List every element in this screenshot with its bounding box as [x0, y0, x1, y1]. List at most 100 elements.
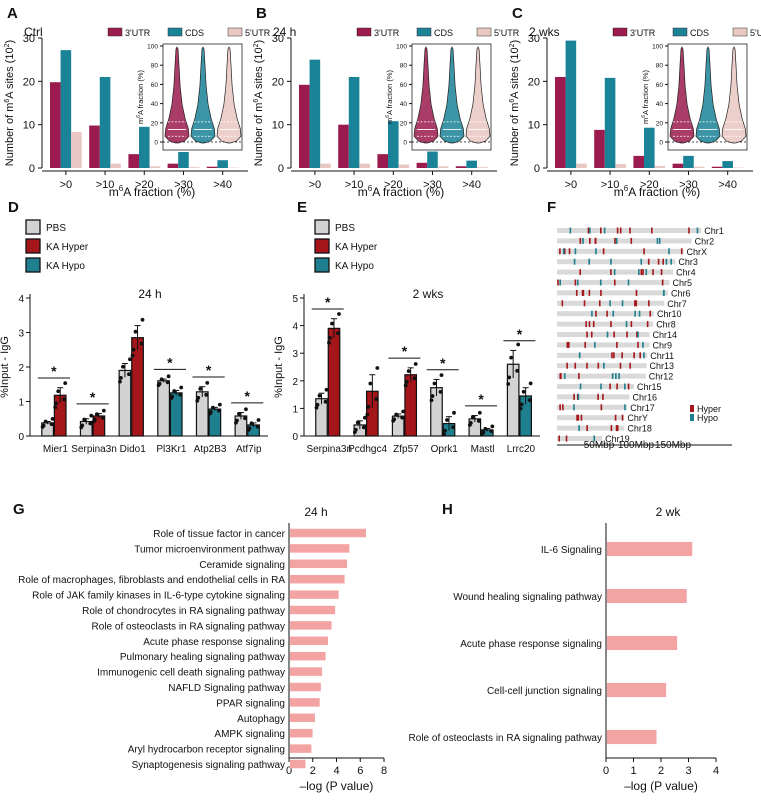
replicate-dot [366, 404, 371, 409]
violin-3UTR [669, 46, 695, 144]
hyper-site-mark [629, 227, 631, 234]
hyper-site-mark [592, 321, 595, 328]
label-part: Number of m [509, 103, 521, 167]
label-superscript: 2 [509, 43, 516, 47]
hyper-site-mark [634, 300, 636, 307]
bar-3UTR-0 [299, 84, 310, 168]
chromosome-label: Chr7 [667, 299, 687, 309]
bar-CDS-0 [60, 50, 72, 169]
bar-CDS-2 [643, 127, 655, 168]
replicate-dot [88, 421, 93, 426]
replicate-dot [509, 355, 514, 360]
inset-y-axis-label: m6A fraction (%) [641, 69, 650, 124]
hypo-site-mark [640, 258, 643, 265]
bar-Serpina3n-KAHyper [327, 327, 341, 437]
pathway-label: NAFLD Signaling pathway [168, 683, 285, 694]
pathway-label: Synaptogenesis signaling pathway [132, 760, 285, 771]
significance-star: * [51, 363, 57, 379]
replicate-dot [394, 412, 399, 417]
replicate-dot [403, 383, 408, 388]
x-tick-label: >40 [718, 179, 737, 191]
hyper-site-mark [614, 237, 616, 244]
replicate-dot [165, 380, 170, 385]
y-tick-label: 2 [292, 377, 298, 388]
hypo-site-mark [574, 248, 577, 255]
hyper-site-mark [651, 227, 653, 234]
replicate-dot [216, 408, 221, 413]
replicate-dot [324, 387, 329, 392]
replicate-dot [361, 425, 366, 430]
y-tick-label: 30 [272, 33, 284, 45]
hyper-site-mark [557, 279, 559, 286]
replicate-dot [328, 336, 332, 340]
chromosome-bar-Chr18 [557, 425, 625, 431]
replicate-dot [157, 381, 162, 386]
hypo-site-mark [595, 248, 597, 255]
hyper-site-mark [576, 414, 578, 421]
label-part: ) [253, 40, 265, 44]
hypo-site-mark [624, 404, 626, 411]
bar-CDS-1 [604, 77, 616, 168]
replicate-dot [170, 394, 175, 399]
legend-label: KA Hypo [335, 261, 374, 272]
replicate-dot [179, 385, 184, 390]
bar-5UTR-3 [693, 166, 705, 168]
label-part: m [641, 118, 650, 124]
hypo-site-mark [562, 248, 565, 255]
replicate-dot [406, 369, 411, 374]
pathway-bar-1 [290, 544, 350, 553]
x-tick-label: Lrrc20 [507, 444, 536, 455]
label-part: m [614, 185, 624, 199]
replicate-dot [119, 376, 123, 380]
bar-5UTR-4 [476, 167, 488, 168]
pathway-label: Immunogenic cell death signaling pathway [97, 668, 285, 679]
inset-y-tick-label: 60 [151, 82, 159, 89]
legend-swatch [356, 27, 372, 37]
replicate-dot [452, 410, 456, 415]
hypo-site-mark [618, 373, 620, 380]
replicate-dot [133, 329, 138, 334]
pathway-bar-0 [290, 528, 366, 538]
hypo-site-mark [591, 310, 593, 317]
chromosome-bar-Chr6 [557, 290, 668, 296]
hyper-site-mark [614, 414, 617, 421]
x-tick-label: 100Mbp [618, 440, 655, 451]
hypo-site-mark [594, 341, 596, 348]
hypo-site-mark [579, 383, 582, 390]
pathway-label: Role of osteoclasts in RA signaling path… [92, 621, 285, 632]
label-superscript: 6 [509, 99, 516, 103]
hyper-site-mark [574, 279, 577, 286]
x-tick-label: >0 [565, 179, 578, 191]
chromosome-label: ChrY [627, 413, 648, 423]
chromosome-label: Chr1 [704, 226, 724, 236]
replicate-dot [477, 410, 482, 415]
panel-F: FChr1Chr2ChrXChr3Chr4Chr5Chr6Chr7Chr10Ch… [547, 199, 732, 451]
bar-5UTR-2 [654, 165, 666, 168]
chromosome-bar-Chr14 [557, 332, 650, 337]
chromosome-label: Chr4 [676, 268, 696, 278]
legend-label: 3'UTR [125, 28, 151, 38]
label-part: Number of m [4, 103, 16, 167]
chromosome-bar-Chr3 [557, 259, 676, 265]
hypo-site-mark [577, 393, 580, 400]
replicate-dot [468, 421, 473, 425]
x-axis-label: m6A fraction (%) [614, 184, 700, 199]
y-tick-label: 1 [18, 398, 24, 409]
inset-violin: 0 20 40 60 80 100 m6A fraction (%) [641, 44, 748, 151]
hyper-site-mark [584, 341, 586, 348]
legend-label: CDS [690, 28, 709, 38]
label-part: A sites (10 [509, 47, 521, 98]
label-part: A sites (10 [253, 47, 265, 98]
replicate-dot [314, 405, 319, 410]
hypo-site-mark [643, 352, 645, 359]
pathway-label: PPAR signaling [216, 698, 285, 709]
inset-y-tick-label: 100 [147, 44, 158, 51]
inset-y-tick-label: 80 [151, 63, 159, 70]
pathway-bar-8 [290, 651, 326, 661]
replicate-dot [365, 412, 370, 417]
replicate-dot [63, 381, 68, 386]
replicate-dot [315, 402, 320, 407]
